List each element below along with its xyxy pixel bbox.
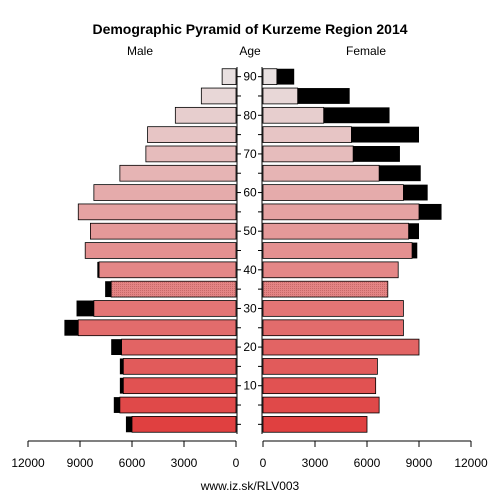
male-bar-0-4 [131,416,237,433]
age-label: Age [239,44,261,58]
male-label: Male [127,44,153,58]
axes-group: 12000 9000 6000 3000 0 0 3000 6000 9000 12000 10 20… [11,67,488,470]
male-bar-25-29 [77,319,237,337]
male-bar-55-59 [77,203,237,221]
age-tick-label: 20 [243,340,257,354]
age-tick-label: 30 [243,301,257,315]
age-tick-label: 80 [243,108,257,122]
male-excess-bar-15-19 [119,358,124,375]
male-x-tick-label: 0 [233,456,240,470]
age-tick-label: 50 [243,224,257,238]
female-excess-bar-50-54 [408,223,419,240]
female-excess-bar-70-74 [353,146,400,162]
female-excess-bar-55-59 [419,203,442,220]
female-excess-bar-60-64 [403,184,428,201]
male-x-tick-label: 9000 [67,456,94,470]
female-excess-bar-75-79 [351,126,419,143]
female-x-tick-label: 3000 [302,456,329,470]
male-bar-90+ [221,68,237,85]
female-bar-5-9 [262,396,380,414]
age-tick-label: 60 [243,186,257,200]
female-bar-20-24 [262,338,420,356]
female-bar-50-54 [262,222,410,240]
bars-group [64,68,442,433]
male-bar-60-64 [93,184,237,201]
male-bar-15-19 [122,358,237,375]
female-excess-bar-80-84 [323,107,390,124]
male-bar-35-39 [110,280,237,298]
age-tick-label: 10 [243,379,257,393]
female-label: Female [346,44,386,58]
female-bar-90+ [262,68,278,85]
female-bar-25-29 [262,319,404,337]
male-excess-bar-5-9 [113,397,120,413]
male-bar-45-49 [84,242,237,259]
male-x-tick-label: 12000 [11,456,45,470]
age-tick-label: 70 [243,147,257,161]
male-bar-70-74 [145,145,237,163]
female-bar-45-49 [262,242,413,259]
male-excess-bar-30-34 [76,300,94,317]
female-x-tick-label: 6000 [354,456,381,470]
female-bar-0-4 [262,416,368,433]
female-excess-bar-45-49 [412,242,418,259]
male-excess-bar-40-44 [97,261,100,278]
female-bar-15-19 [262,358,378,375]
male-bar-85-89 [200,87,237,105]
male-bar-20-24 [121,338,237,356]
female-x-tick-label: 9000 [406,456,433,470]
male-bar-50-54 [90,222,237,240]
female-x-tick-label: 12000 [454,456,488,470]
male-excess-bar-25-29 [64,319,79,336]
female-bar-70-74 [262,145,354,163]
female-bar-10-14 [262,377,377,395]
male-bar-30-34 [93,300,237,317]
male-bar-10-14 [122,377,237,395]
male-excess-bar-10-14 [119,377,124,394]
male-x-tick-label: 6000 [119,456,146,470]
female-bar-85-89 [262,87,299,105]
female-bar-65-69 [262,164,380,182]
female-bar-75-79 [262,126,352,143]
female-excess-bar-90+ [276,68,295,85]
footer-url: www.iz.sk/RLV003 [200,479,300,493]
male-bar-5-9 [119,396,237,414]
female-bar-40-44 [262,261,399,279]
female-bar-30-34 [262,300,404,317]
female-x-tick-label: 0 [260,456,267,470]
male-x-tick-label: 3000 [171,456,198,470]
male-bar-80-84 [174,106,237,124]
female-excess-bar-65-69 [379,165,421,182]
male-excess-bar-35-39 [105,281,112,298]
female-excess-bar-85-89 [297,88,350,104]
male-excess-bar-20-24 [111,339,122,355]
chart-title: Demographic Pyramid of Kurzeme Region 20… [92,21,407,37]
male-bar-65-69 [119,164,237,182]
age-tick-label: 90 [243,70,257,84]
age-tick-label: 40 [243,263,257,277]
female-bar-35-39 [262,280,389,298]
male-bar-75-79 [147,126,237,143]
male-excess-bar-0-4 [125,416,132,433]
female-bar-55-59 [262,203,420,221]
male-bar-40-44 [98,261,237,279]
female-bar-80-84 [262,106,325,124]
female-bar-60-64 [262,184,404,201]
